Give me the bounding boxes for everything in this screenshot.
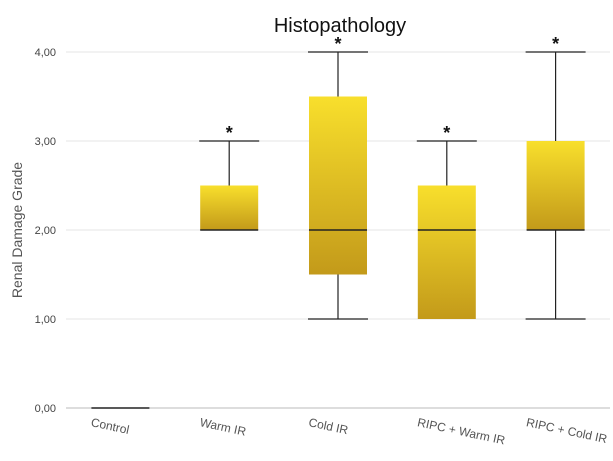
significance-marker: * xyxy=(552,34,559,54)
significance-marker: * xyxy=(443,123,450,143)
box-cold-ir: * xyxy=(308,34,368,320)
box-body xyxy=(309,96,367,275)
y-tick-label: 4,00 xyxy=(35,47,56,59)
x-tick-label: Control xyxy=(90,415,131,437)
y-tick-label: 1,00 xyxy=(35,314,56,326)
box-ripc-cold-ir: * xyxy=(525,34,586,320)
x-tick-label: Cold IR xyxy=(307,415,349,437)
chart-title: Histopathology xyxy=(274,15,406,37)
box-warm-ir: * xyxy=(199,123,260,231)
x-tick-label: Warm IR xyxy=(199,415,248,439)
y-tick-label: 0,00 xyxy=(35,403,56,415)
y-axis-label: Renal Damage Grade xyxy=(9,162,25,298)
box-body xyxy=(526,141,585,230)
box-body xyxy=(417,185,476,319)
significance-marker: * xyxy=(334,34,341,54)
significance-marker: * xyxy=(226,123,233,143)
y-axis-ticks: 0,00 1,00 2,00 3,00 4,00 xyxy=(35,47,56,415)
box-body xyxy=(200,185,259,230)
y-tick-label: 2,00 xyxy=(35,225,56,237)
x-axis-ticks: Control Warm IR Cold IR RIPC + Warm IR RIPC … xyxy=(90,415,609,447)
x-tick-label: RIPC + Cold IR xyxy=(525,415,609,446)
y-tick-label: 3,00 xyxy=(35,136,56,148)
box-plots: * * * * xyxy=(91,34,586,409)
box-ripc-warm-ir: * xyxy=(416,123,477,319)
x-tick-label: RIPC + Warm IR xyxy=(416,415,507,447)
